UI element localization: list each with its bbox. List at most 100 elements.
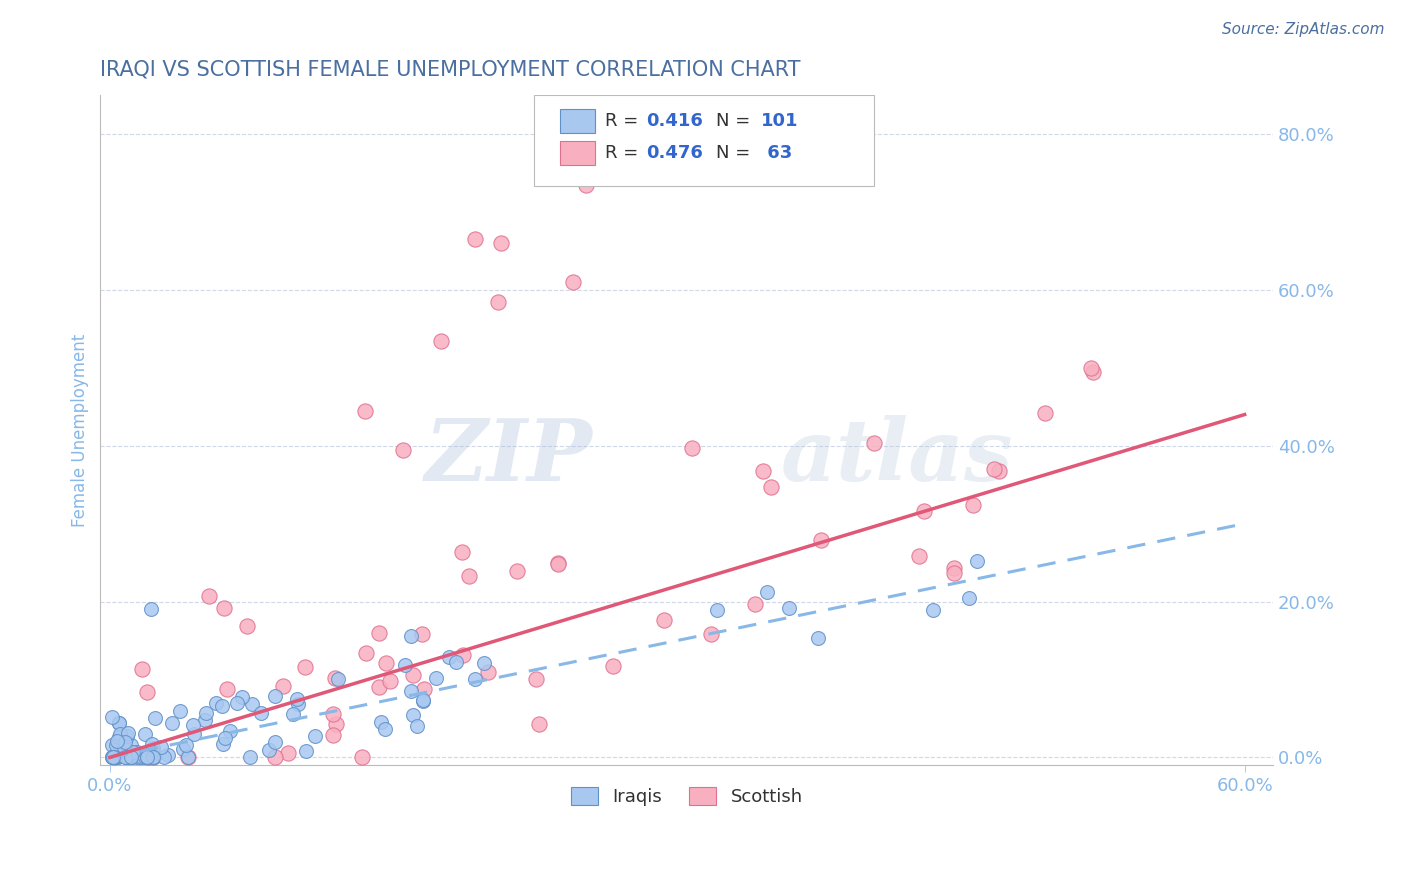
Point [107, 749, 129, 764]
Point [136, 749, 159, 764]
Legend: Iraqis, Scottish: Iraqis, Scottish [564, 780, 810, 814]
Point [1033, 406, 1056, 420]
Point [117, 726, 139, 740]
Point [367, 625, 389, 640]
Text: 63: 63 [761, 145, 792, 162]
Point [104, 749, 127, 764]
Point [143, 711, 166, 725]
Point [325, 716, 347, 731]
Point [135, 749, 157, 764]
Point [966, 554, 988, 568]
Point [402, 668, 425, 682]
Point [197, 589, 219, 603]
Point [103, 749, 125, 764]
Text: 0.476: 0.476 [645, 145, 703, 162]
Point [287, 697, 309, 711]
Point [108, 731, 131, 745]
Point [115, 749, 138, 764]
Text: R =: R = [605, 112, 644, 130]
Point [439, 650, 461, 665]
Point [226, 696, 249, 710]
Point [114, 734, 136, 748]
Point [451, 545, 474, 559]
Point [177, 749, 200, 764]
Point [125, 749, 148, 764]
Point [108, 727, 131, 741]
Point [807, 631, 830, 645]
Point [136, 749, 159, 764]
Point [486, 294, 509, 309]
Point [374, 722, 396, 736]
Point [1083, 365, 1105, 379]
Point [457, 569, 479, 583]
Point [352, 749, 374, 764]
Point [412, 681, 434, 696]
Point [411, 627, 433, 641]
Point [212, 737, 235, 751]
Text: 0.416: 0.416 [645, 112, 703, 130]
Point [912, 504, 935, 518]
Point [183, 727, 205, 741]
Point [141, 737, 163, 751]
Point [120, 749, 142, 764]
FancyBboxPatch shape [560, 109, 595, 133]
Point [115, 749, 138, 764]
Point [744, 597, 766, 611]
Point [264, 735, 287, 749]
Point [354, 403, 377, 417]
Point [294, 659, 316, 673]
Point [602, 659, 624, 673]
Point [172, 742, 194, 756]
Point [957, 591, 980, 605]
Point [430, 334, 453, 348]
Point [277, 746, 299, 760]
Point [506, 564, 529, 578]
Point [107, 715, 129, 730]
Point [368, 681, 391, 695]
Point [131, 749, 153, 764]
FancyBboxPatch shape [534, 95, 875, 186]
Point [141, 602, 163, 616]
Point [142, 741, 165, 756]
Point [380, 673, 402, 688]
Text: atlas: atlas [780, 415, 1012, 499]
Point [131, 662, 153, 676]
Point [143, 749, 166, 764]
Point [472, 656, 495, 670]
Point [281, 707, 304, 722]
Point [240, 697, 263, 711]
Point [100, 749, 122, 764]
Point [108, 716, 131, 731]
Point [249, 706, 271, 721]
Point [127, 745, 149, 759]
Point [323, 671, 346, 685]
Point [101, 710, 124, 724]
Point [150, 739, 173, 754]
Point [110, 738, 132, 752]
Point [524, 672, 547, 686]
Point [120, 738, 142, 752]
Point [322, 728, 344, 742]
Point [547, 557, 569, 571]
Point [142, 749, 165, 764]
Point [810, 533, 832, 547]
Point [264, 749, 287, 764]
Point [700, 627, 723, 641]
Point [104, 738, 127, 752]
Point [101, 749, 124, 764]
Point [121, 749, 143, 764]
Point [406, 719, 429, 733]
Y-axis label: Female Unemployment: Female Unemployment [72, 334, 89, 527]
Point [412, 694, 434, 708]
Point [285, 692, 308, 706]
Point [575, 178, 598, 192]
Point [681, 441, 703, 455]
Point [264, 690, 287, 704]
Point [134, 727, 156, 741]
Point [401, 684, 423, 698]
Point [943, 566, 966, 580]
Point [922, 603, 945, 617]
Point [322, 707, 344, 722]
Point [257, 742, 280, 756]
Point [491, 236, 513, 251]
